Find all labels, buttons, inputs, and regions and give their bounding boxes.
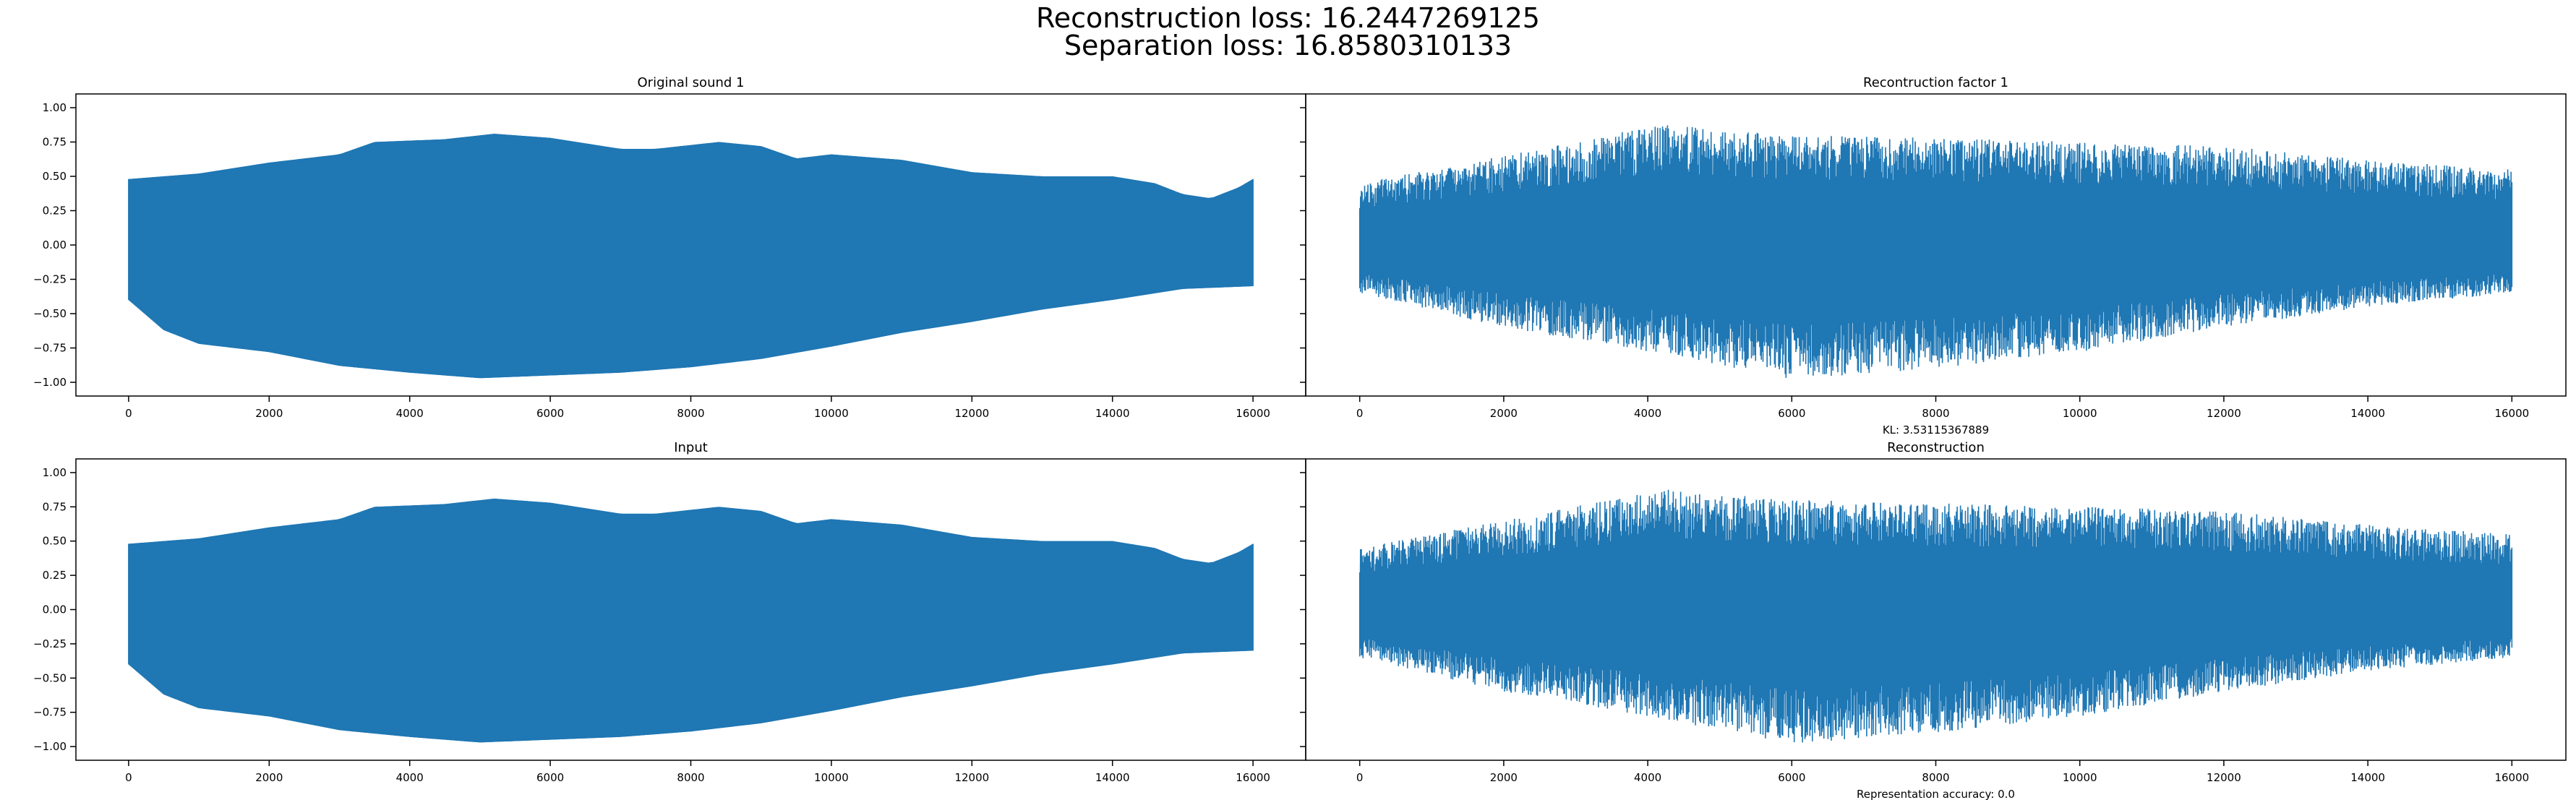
x-tick-label: 12000 <box>954 771 989 784</box>
y-tick-label: 0.50 <box>43 535 67 548</box>
subplot-2: 0 2000 4000 6000 8000 10000 12000 14000 16000 Rec… <box>1300 75 2567 436</box>
y-tick-label: 0.25 <box>43 569 67 582</box>
x-tick-label: 6000 <box>1778 407 1805 420</box>
y-tick-label: 0.50 <box>43 170 67 183</box>
subplot-title: Original sound 1 <box>638 75 745 90</box>
x-tick-label: 0 <box>1356 407 1364 420</box>
x-tick-label: 4000 <box>396 407 424 420</box>
figure-suptitle-line1: Reconstruction loss: 16.2447269125 <box>1036 2 1540 34</box>
x-tick-label: 12000 <box>2207 407 2241 420</box>
x-tick-label: 8000 <box>677 407 704 420</box>
y-tick-label: −1.00 <box>33 740 67 753</box>
x-tick-label: 14000 <box>2350 407 2385 420</box>
x-tick-label: 8000 <box>1922 771 1949 784</box>
x-axis-label: Representation accuracy: 0.0 <box>1857 788 2015 800</box>
y-tick-label: −0.50 <box>33 671 67 684</box>
x-tick-label: 0 <box>125 771 132 784</box>
y-tick-label: −0.75 <box>33 342 67 355</box>
y-tick-label: −0.50 <box>33 307 67 320</box>
x-tick-label: 2000 <box>255 407 283 420</box>
x-tick-label: 2000 <box>1490 771 1518 784</box>
x-tick-label: 2000 <box>255 771 283 784</box>
y-tick-label: 1.00 <box>43 466 67 479</box>
y-tick-label: 0.75 <box>43 500 67 513</box>
x-tick-label: 16000 <box>2494 407 2529 420</box>
subplot-title: Reconstruction <box>1887 440 1985 455</box>
series-body-4 <box>1359 537 2512 690</box>
series-body-2 <box>1359 172 2512 326</box>
x-tick-label: 12000 <box>954 407 989 420</box>
subplot-title: Input <box>674 440 708 455</box>
series-body-1 <box>128 134 1254 379</box>
x-tick-label: 10000 <box>2063 771 2097 784</box>
x-tick-label: 6000 <box>536 771 564 784</box>
y-tick-label: −0.25 <box>33 273 67 286</box>
subplot-3: 0 2000 4000 6000 8000 10000 12000 14000 16000 1.0… <box>33 440 1306 784</box>
y-tick-label: 0.00 <box>43 603 67 616</box>
y-tick-label: 0.75 <box>43 136 67 149</box>
x-tick-label: 14000 <box>2350 771 2385 784</box>
x-tick-label: 14000 <box>1095 407 1130 420</box>
x-tick-label: 14000 <box>1095 771 1130 784</box>
x-tick-label: 2000 <box>1490 407 1518 420</box>
x-tick-label: 6000 <box>536 407 564 420</box>
x-tick-label: 6000 <box>1778 771 1805 784</box>
x-tick-label: 4000 <box>1634 771 1661 784</box>
figure-suptitle-line2: Separation loss: 16.8580310133 <box>1064 30 1512 61</box>
x-axis-label: KL: 3.53115367889 <box>1883 423 1989 436</box>
subplot-1: 0 2000 4000 6000 8000 10000 12000 14000 16000 1.0… <box>33 75 1306 420</box>
x-tick-label: 16000 <box>2494 771 2529 784</box>
y-tick-label: 1.00 <box>43 101 67 114</box>
x-tick-label: 10000 <box>814 771 849 784</box>
x-tick-label: 8000 <box>677 771 704 784</box>
x-tick-label: 4000 <box>1634 407 1661 420</box>
x-tick-label: 16000 <box>1236 407 1270 420</box>
x-tick-label: 16000 <box>1236 771 1270 784</box>
x-tick-label: 0 <box>1356 771 1364 784</box>
x-tick-label: 0 <box>125 407 132 420</box>
x-tick-label: 10000 <box>814 407 849 420</box>
x-tick-label: 10000 <box>2063 407 2097 420</box>
y-tick-label: 0.00 <box>43 238 67 251</box>
y-tick-label: −0.75 <box>33 706 67 719</box>
x-tick-label: 4000 <box>396 771 424 784</box>
y-tick-label: −1.00 <box>33 376 67 389</box>
subplot-4: 0 2000 4000 6000 8000 10000 12000 14000 16000 Rec… <box>1300 440 2567 800</box>
series-body-3 <box>128 498 1254 743</box>
y-tick-label: −0.25 <box>33 637 67 650</box>
x-tick-label: 8000 <box>1922 407 1949 420</box>
y-tick-label: 0.25 <box>43 205 67 218</box>
x-tick-label: 12000 <box>2207 771 2241 784</box>
subplot-title: Recontruction factor 1 <box>1863 75 2008 90</box>
